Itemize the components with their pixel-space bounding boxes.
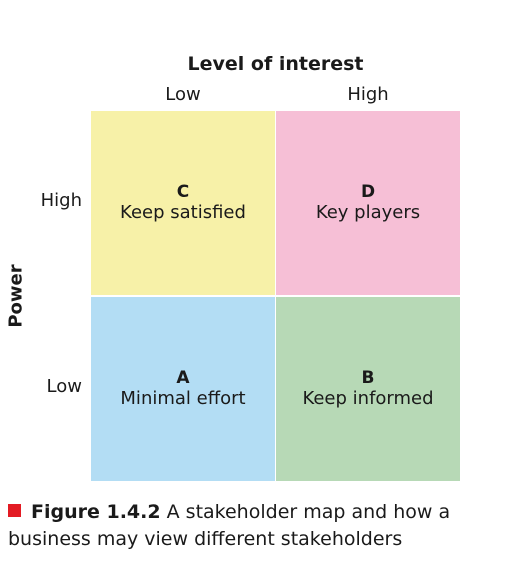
x-axis-title: Level of interest bbox=[187, 53, 364, 75]
quadrant-letter: D bbox=[360, 182, 376, 202]
figure-caption: Figure 1.4.2 A stakeholder map and how a… bbox=[8, 499, 518, 553]
quadrant-letter: C bbox=[176, 182, 190, 202]
x-axis-tick-high: High bbox=[347, 84, 389, 105]
quadrant-a: A Minimal effort bbox=[91, 297, 275, 481]
quadrant-letter: A bbox=[176, 368, 190, 388]
quadrant-label: Keep informed bbox=[302, 388, 434, 409]
quadrant-b: B Keep informed bbox=[276, 297, 460, 481]
caption-marker-icon bbox=[8, 504, 21, 517]
quadrant-letter: B bbox=[361, 368, 375, 388]
quadrant-label: Key players bbox=[315, 202, 421, 223]
caption-figure-label: Figure 1.4.2 bbox=[31, 501, 161, 523]
caption-text: A stakeholder map and how a business may… bbox=[8, 501, 451, 550]
y-axis-tick-high: High bbox=[40, 190, 82, 211]
quadrant-label: Keep satisfied bbox=[120, 202, 246, 223]
y-axis-title: Power bbox=[5, 264, 27, 328]
quadrant-d: D Key players bbox=[276, 111, 460, 295]
quadrant-c: C Keep satisfied bbox=[91, 111, 275, 295]
x-axis-tick-low: Low bbox=[165, 84, 201, 105]
y-axis-tick-low: Low bbox=[46, 376, 82, 397]
quadrant-label: Minimal effort bbox=[120, 388, 246, 409]
